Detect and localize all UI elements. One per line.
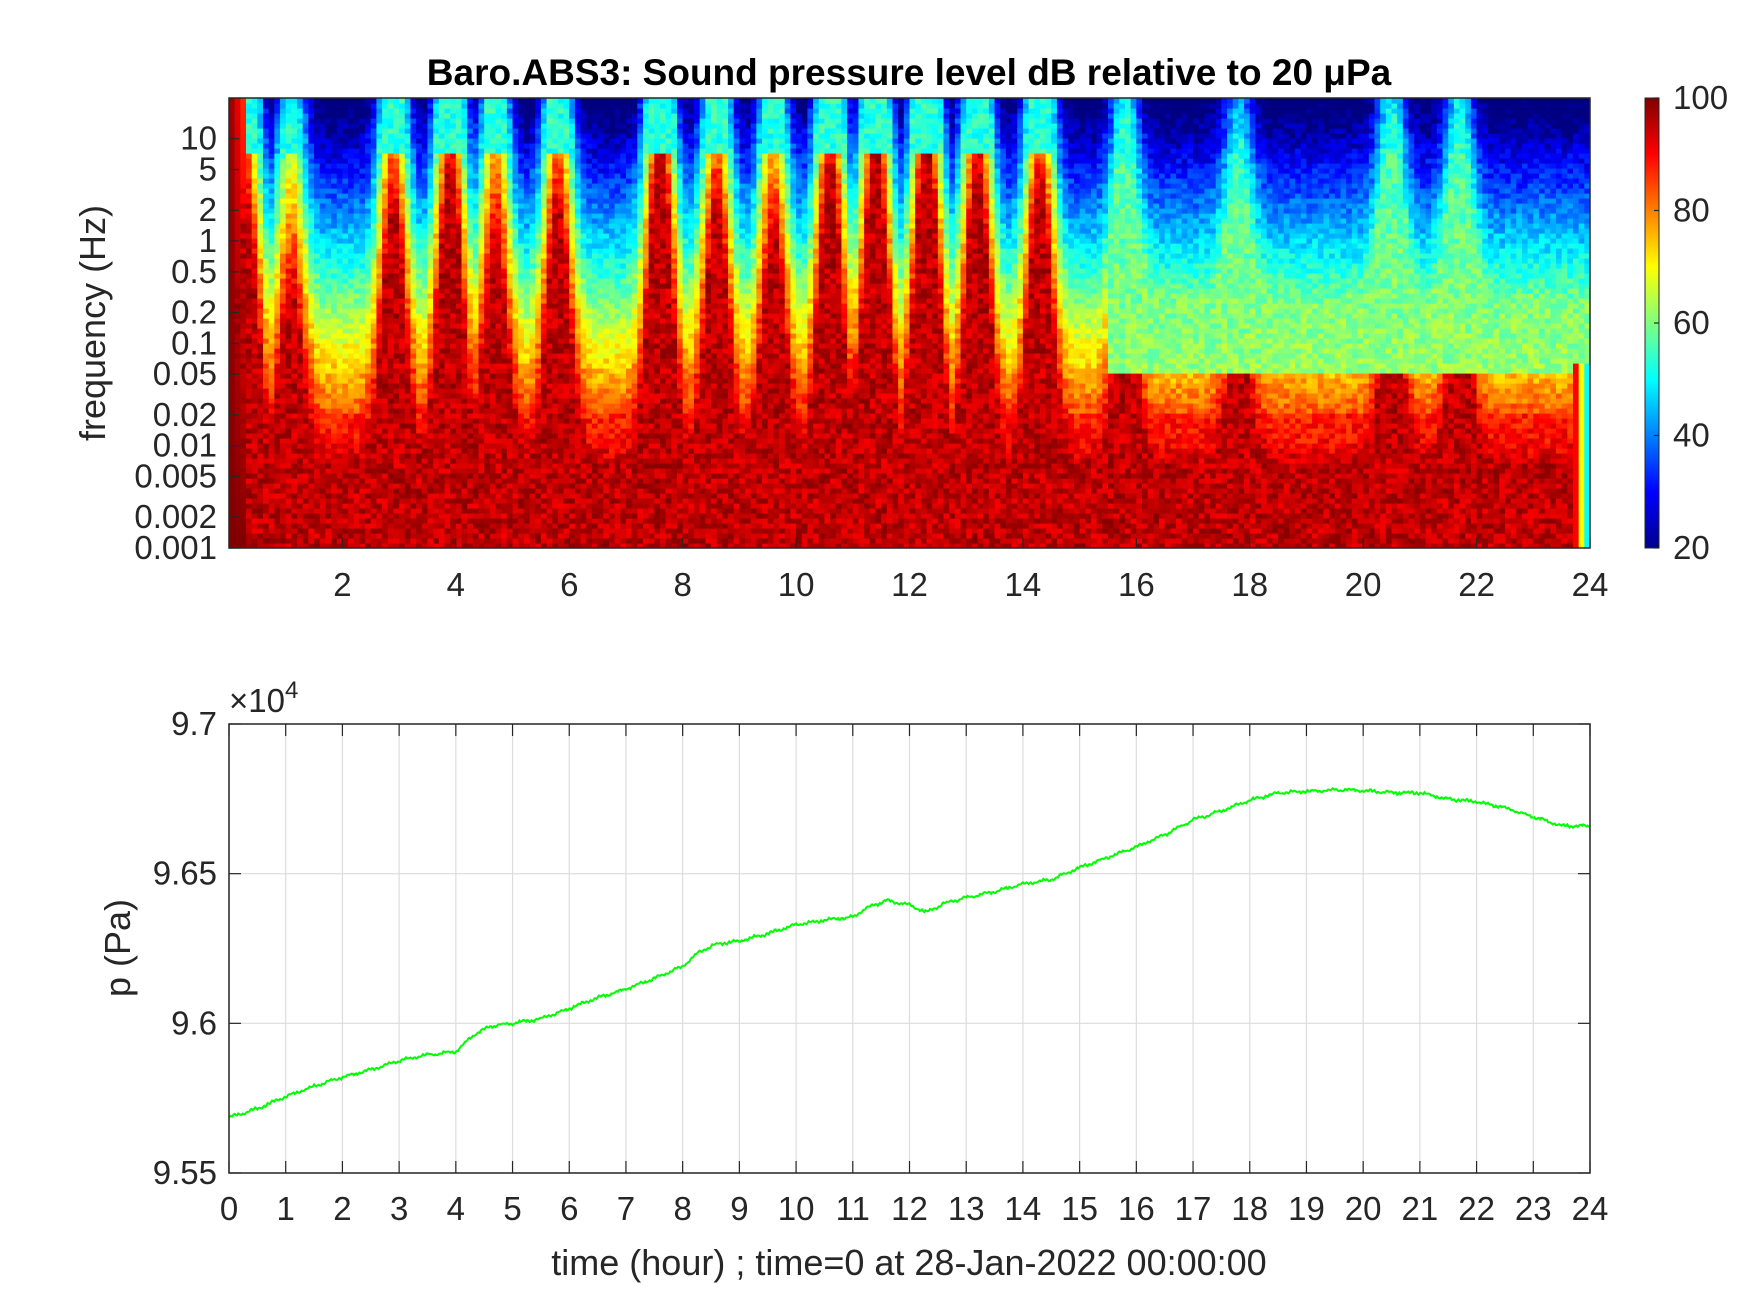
- pressure-x-label: time (hour) ; time=0 at 28-Jan-2022 00:0…: [551, 1242, 1266, 1283]
- spectrogram-x-tick-label: 2: [333, 566, 351, 603]
- spectrogram-panel: Baro.ABS3: Sound pressure level dB relat…: [72, 52, 1608, 603]
- spectrogram-x-tick-label: 8: [673, 566, 691, 603]
- pressure-x-tick-label: 1: [277, 1190, 295, 1227]
- colorbar-tick-label: 60: [1673, 304, 1710, 341]
- spectrogram-x-tick-label: 12: [891, 566, 928, 603]
- pressure-x-tick-label: 3: [390, 1190, 408, 1227]
- pressure-x-tick-label: 17: [1175, 1190, 1212, 1227]
- spectrogram-y-tick-label: 0.02: [153, 396, 217, 433]
- spectrogram-image: [229, 98, 1591, 549]
- colorbar-tick-label: 100: [1673, 79, 1728, 116]
- pressure-x-tick-label: 9: [730, 1190, 748, 1227]
- pressure-y-tick-label: 9.6: [171, 1004, 217, 1041]
- pressure-x-tick-label: 24: [1572, 1190, 1609, 1227]
- spectrogram-y-tick-label: 0.002: [134, 498, 217, 535]
- spectrogram-y-tick-label: 0.2: [171, 294, 217, 331]
- colorbar-tick-label: 40: [1673, 417, 1710, 454]
- pressure-x-tick-label: 13: [948, 1190, 985, 1227]
- pressure-x-tick-label: 18: [1231, 1190, 1268, 1227]
- spectrogram-y-ticks: 0.0010.0020.0050.010.020.050.10.20.51251…: [134, 120, 239, 566]
- pressure-x-tick-label: 22: [1458, 1190, 1495, 1227]
- pressure-x-tick-label: 19: [1288, 1190, 1325, 1227]
- pressure-x-tick-label: 16: [1118, 1190, 1155, 1227]
- spectrogram-x-tick-label: 14: [1005, 566, 1042, 603]
- pressure-x-tick-label: 14: [1005, 1190, 1042, 1227]
- pressure-x-tick-label: 15: [1061, 1190, 1098, 1227]
- pressure-x-tick-label: 7: [617, 1190, 635, 1227]
- pressure-x-tick-label: 12: [891, 1190, 928, 1227]
- colorbar-tick-label: 80: [1673, 192, 1710, 229]
- spectrogram-x-tick-label: 16: [1118, 566, 1155, 603]
- pressure-x-tick-label: 11: [836, 1190, 870, 1227]
- spectrogram-x-tick-label: 10: [778, 566, 815, 603]
- spectrogram-x-tick-label: 20: [1345, 566, 1382, 603]
- pressure-exponent-label: ×104: [229, 677, 298, 719]
- pressure-x-tick-label: 23: [1515, 1190, 1552, 1227]
- pressure-y-label: p (Pa): [97, 899, 138, 997]
- pressure-y-tick-label: 9.7: [171, 705, 217, 742]
- spectrogram-title: Baro.ABS3: Sound pressure level dB relat…: [427, 52, 1392, 93]
- pressure-x-tick-label: 6: [560, 1190, 578, 1227]
- spectrogram-y-tick-label: 2: [199, 191, 217, 228]
- pressure-x-tick-label: 2: [333, 1190, 351, 1227]
- pressure-panel: 0 1 2 3 4 5 6 7 8 9 10 11 12 13 14 15 16 17 18 19 20 21 22 23 24…: [97, 677, 1608, 1283]
- pressure-x-tick-label: 8: [673, 1190, 691, 1227]
- pressure-y-tick-label: 9.65: [153, 855, 217, 892]
- colorbar-ticks: 20 40 60 80 100: [1654, 79, 1728, 566]
- pressure-x-tick-label: 20: [1345, 1190, 1382, 1227]
- spectrogram-x-tick-label: 18: [1231, 566, 1268, 603]
- colorbar: 20 40 60 80 100: [1645, 79, 1728, 566]
- pressure-x-tick-label: 10: [778, 1190, 815, 1227]
- spectrogram-y-tick-label: 10: [180, 120, 217, 157]
- pressure-y-tick-label: 9.55: [153, 1154, 217, 1191]
- pressure-x-tick-label: 4: [447, 1190, 465, 1227]
- pressure-x-tick-label: 5: [503, 1190, 521, 1227]
- spectrogram-x-tick-label: 6: [560, 566, 578, 603]
- spectrogram-x-tick-label: 22: [1458, 566, 1495, 603]
- colorbar-tick-label: 20: [1673, 529, 1710, 566]
- spectrogram-y-label: frequency (Hz): [72, 205, 113, 441]
- pressure-x-tick-label: 21: [1402, 1190, 1439, 1227]
- spectrogram-x-tick-label: 24: [1572, 566, 1609, 603]
- pressure-x-tick-label: 0: [220, 1190, 238, 1227]
- spectrogram-x-tick-label: 4: [447, 566, 465, 603]
